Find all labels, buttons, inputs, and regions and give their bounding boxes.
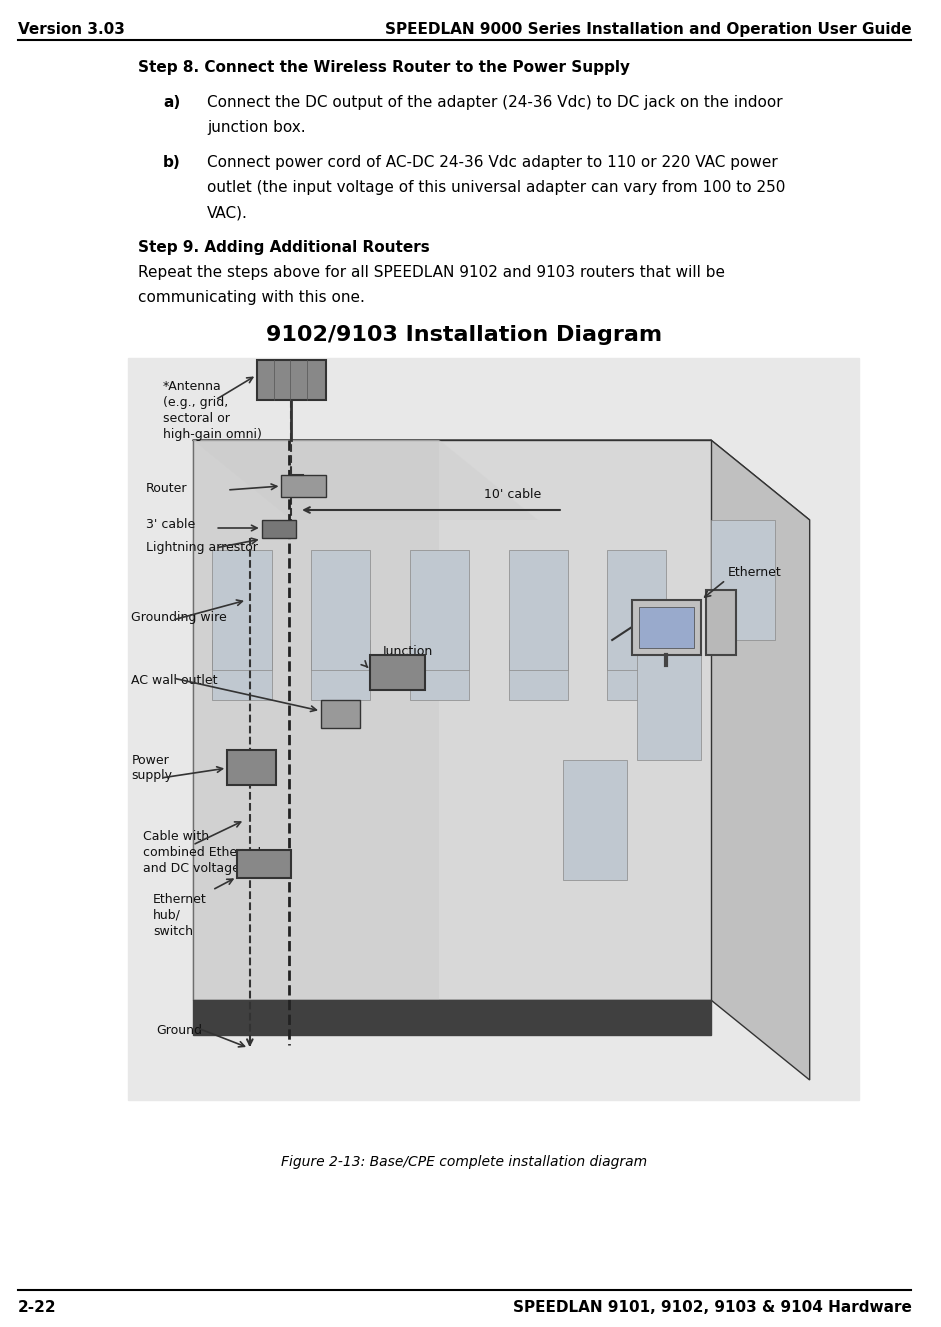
Polygon shape bbox=[257, 360, 326, 399]
Bar bbox=[262, 520, 296, 537]
Text: Router: Router bbox=[146, 482, 187, 495]
Text: Junction
box: Junction box bbox=[382, 645, 432, 674]
Text: b): b) bbox=[163, 155, 181, 170]
Bar bbox=[281, 475, 326, 498]
Polygon shape bbox=[193, 441, 538, 520]
Text: AC wall outlet: AC wall outlet bbox=[132, 674, 217, 686]
Bar bbox=[237, 851, 292, 878]
Bar bbox=[213, 549, 272, 670]
Text: Step 9. Adding Additional Routers: Step 9. Adding Additional Routers bbox=[138, 240, 430, 255]
Bar bbox=[607, 549, 666, 670]
Text: VAC).: VAC). bbox=[207, 204, 248, 220]
Polygon shape bbox=[711, 441, 809, 1080]
Polygon shape bbox=[193, 441, 711, 1001]
Bar bbox=[193, 1001, 711, 1035]
Bar bbox=[321, 701, 360, 729]
Bar bbox=[213, 640, 272, 701]
Text: outlet (the input voltage of this universal adapter can vary from 100 to 250: outlet (the input voltage of this univer… bbox=[207, 180, 786, 195]
Bar bbox=[370, 656, 424, 690]
Text: Ethernet
hub/
switch: Ethernet hub/ switch bbox=[153, 893, 207, 938]
Bar bbox=[227, 750, 277, 786]
Text: 9102/9103 Installation Diagram: 9102/9103 Installation Diagram bbox=[266, 325, 662, 345]
Polygon shape bbox=[193, 441, 809, 520]
Bar bbox=[639, 606, 694, 648]
Text: Version 3.03: Version 3.03 bbox=[18, 23, 124, 37]
Bar bbox=[632, 600, 701, 656]
Bar bbox=[508, 640, 567, 701]
Bar bbox=[311, 549, 370, 670]
Text: Lightning arrestor: Lightning arrestor bbox=[146, 541, 258, 555]
Bar bbox=[311, 640, 370, 701]
Text: *Antenna
(e.g., grid,
sectoral or
high-gain omni): *Antenna (e.g., grid, sectoral or high-g… bbox=[163, 380, 262, 441]
Bar bbox=[637, 640, 701, 760]
Text: 10' cable: 10' cable bbox=[484, 488, 541, 502]
Text: Connect the DC output of the adapter (24-36 Vdc) to DC jack on the indoor: Connect the DC output of the adapter (24… bbox=[207, 96, 783, 110]
Text: Ground: Ground bbox=[156, 1023, 202, 1036]
Text: a): a) bbox=[163, 96, 180, 110]
Bar bbox=[409, 549, 469, 670]
Text: Power
supply: Power supply bbox=[132, 754, 172, 783]
Bar bbox=[711, 520, 775, 640]
Text: SPEEDLAN 9101, 9102, 9103 & 9104 Hardware: SPEEDLAN 9101, 9102, 9103 & 9104 Hardwar… bbox=[513, 1300, 912, 1315]
Text: SPEEDLAN 9000 Series Installation and Operation User Guide: SPEEDLAN 9000 Series Installation and Op… bbox=[385, 23, 912, 37]
Text: Figure 2-13: Base/CPE complete installation diagram: Figure 2-13: Base/CPE complete installat… bbox=[281, 1154, 647, 1169]
Bar bbox=[409, 640, 469, 701]
Text: Repeat the steps above for all SPEEDLAN 9102 and 9103 routers that will be: Repeat the steps above for all SPEEDLAN … bbox=[138, 265, 726, 280]
Text: Step 8. Connect the Wireless Router to the Power Supply: Step 8. Connect the Wireless Router to t… bbox=[138, 60, 630, 76]
Polygon shape bbox=[193, 441, 439, 1001]
Text: Ethernet: Ethernet bbox=[727, 565, 781, 579]
Bar bbox=[563, 760, 627, 880]
Text: 3' cable: 3' cable bbox=[146, 518, 196, 531]
Text: junction box.: junction box. bbox=[207, 119, 306, 135]
Text: Cable with
combined Ethernet
and DC voltage: Cable with combined Ethernet and DC volt… bbox=[143, 829, 263, 874]
Bar bbox=[706, 591, 736, 656]
Text: communicating with this one.: communicating with this one. bbox=[138, 291, 365, 305]
Text: 2-22: 2-22 bbox=[18, 1300, 56, 1315]
Bar bbox=[607, 640, 666, 701]
Text: Grounding wire: Grounding wire bbox=[132, 612, 227, 625]
Bar bbox=[128, 358, 859, 1100]
Text: Connect power cord of AC-DC 24-36 Vdc adapter to 110 or 220 VAC power: Connect power cord of AC-DC 24-36 Vdc ad… bbox=[207, 155, 778, 170]
Bar bbox=[508, 549, 567, 670]
